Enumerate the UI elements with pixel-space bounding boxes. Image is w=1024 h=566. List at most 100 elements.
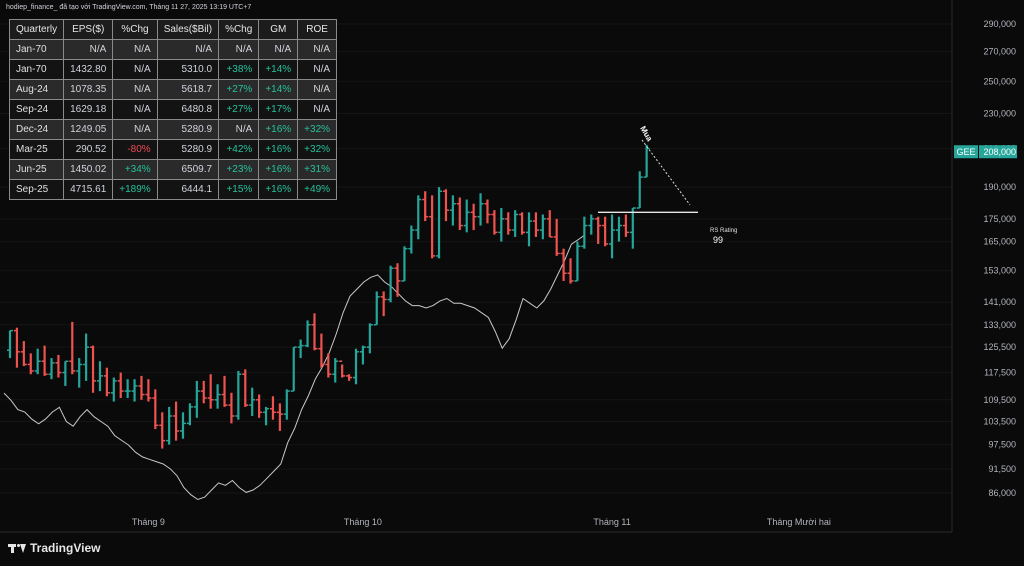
ohlc-bar xyxy=(491,210,498,235)
y-tick-label: 153,000 xyxy=(983,266,1016,276)
ohlc-bar xyxy=(27,353,34,375)
table-cell: N/A xyxy=(218,119,260,140)
ohlc-bar xyxy=(221,375,228,407)
y-tick-label: 270,000 xyxy=(983,47,1016,57)
y-tick-label: 125,500 xyxy=(983,342,1016,352)
ohlc-bar xyxy=(263,406,270,426)
ohlc-bar xyxy=(394,263,401,297)
table-cell: 1249.05 xyxy=(63,119,114,140)
chart-caption: hodiep_finance_ đã tạo với TradingView.c… xyxy=(6,4,252,11)
y-tick-label: 133,000 xyxy=(983,320,1016,330)
table-cell: 1450.02 xyxy=(63,159,114,180)
table-row: Sep-24 1629.18 N/A 6480.8 +27% +17% N/A xyxy=(8,99,338,120)
ohlc-bar xyxy=(159,412,166,449)
ohlc-bar xyxy=(588,214,595,235)
y-tick-label: 190,000 xyxy=(983,182,1016,192)
table-header-cell: Sales($Bil) xyxy=(156,19,220,40)
table-cell: 1629.18 xyxy=(63,99,114,120)
x-tick-label: Tháng Mười hai xyxy=(767,517,831,527)
ohlc-bar xyxy=(574,241,581,282)
table-cell: N/A xyxy=(112,59,158,80)
ohlc-bar xyxy=(186,403,193,426)
table-cell: +16% xyxy=(258,179,299,200)
ohlc-bar xyxy=(505,212,512,235)
ohlc-bar xyxy=(249,387,256,416)
y-tick-label: 141,000 xyxy=(983,297,1016,307)
ohlc-bar xyxy=(207,374,214,409)
table-row: Mar-25 290.52 -80% 5280.9 +42% +16% +32% xyxy=(8,139,338,160)
table-cell: N/A xyxy=(156,39,220,60)
ohlc-bar xyxy=(477,193,484,226)
ohlc-bar xyxy=(34,348,41,375)
ohlc-bar xyxy=(436,187,443,259)
ohlc-bar xyxy=(408,225,415,254)
table-row: Aug-24 1078.35 N/A 5618.7 +27% +14% N/A xyxy=(8,79,338,100)
ohlc-bar xyxy=(380,291,387,317)
table-cell: N/A xyxy=(297,79,338,100)
ohlc-bar xyxy=(456,197,463,231)
table-cell: +15% xyxy=(218,179,260,200)
table-cell: Sep-25 xyxy=(8,179,65,200)
ohlc-bar xyxy=(62,360,69,386)
ohlc-bar xyxy=(13,327,20,368)
table-cell: N/A xyxy=(218,39,260,60)
table-cell: 5618.7 xyxy=(156,79,220,100)
y-tick-label: 175,000 xyxy=(983,214,1016,224)
ohlc-bar xyxy=(366,323,373,354)
table-cell: -80% xyxy=(112,139,158,160)
ohlc-bar xyxy=(332,358,339,383)
y-tick-label: 109,500 xyxy=(983,395,1016,405)
table-cell: +32% xyxy=(297,119,338,140)
ohlc-bar xyxy=(269,396,276,420)
tradingview-logo[interactable]: TradingView xyxy=(8,541,100,555)
ohlc-bar xyxy=(463,199,470,233)
table-header-cell: Quarterly xyxy=(8,19,65,40)
ohlc-bar xyxy=(283,389,290,420)
tradingview-logo-text: TradingView xyxy=(30,541,101,555)
table-cell: N/A xyxy=(63,39,114,60)
ohlc-bar xyxy=(242,369,249,407)
table-cell: +16% xyxy=(258,119,299,140)
table-cell: N/A xyxy=(112,99,158,120)
rs-line-layer xyxy=(3,234,586,501)
table-cell: 1078.35 xyxy=(63,79,114,100)
table-cell: Sep-24 xyxy=(8,99,65,120)
table-cell: N/A xyxy=(112,79,158,100)
table-cell: +42% xyxy=(218,139,260,160)
table-header-cell: %Chg xyxy=(112,19,158,40)
ohlc-bar xyxy=(449,195,456,226)
table-cell: +32% xyxy=(297,139,338,160)
ohlc-bar xyxy=(7,329,13,359)
ohlc-bar xyxy=(602,216,609,247)
table-cell: N/A xyxy=(297,59,338,80)
ohlc-bar xyxy=(200,380,207,404)
ohlc-bar xyxy=(276,403,283,431)
table-cell: N/A xyxy=(112,39,158,60)
table-header-cell: %Chg xyxy=(218,19,260,40)
ohlc-bar xyxy=(539,214,546,240)
table-header-cell: ROE xyxy=(297,19,338,40)
table-cell: +34% xyxy=(112,159,158,180)
table-cell: 290.52 xyxy=(63,139,114,160)
ohlc-bar xyxy=(173,401,180,441)
ohlc-bar xyxy=(470,203,477,231)
table-cell: Aug-24 xyxy=(8,79,65,100)
ohlc-bar xyxy=(145,379,152,402)
y-tick-label: 97,500 xyxy=(988,440,1016,450)
table-cell: +16% xyxy=(258,159,299,180)
table-cell: +14% xyxy=(258,79,299,100)
ohlc-bar xyxy=(297,339,304,359)
y-tick-label: 117,500 xyxy=(984,368,1016,378)
table-cell: 5310.0 xyxy=(156,59,220,80)
ohlc-bar xyxy=(228,392,235,424)
fundamentals-table: Quarterly EPS($) %Chg Sales($Bil) %Chg GM ROE … xyxy=(8,19,338,200)
table-header-row: Quarterly EPS($) %Chg Sales($Bil) %Chg GM ROE xyxy=(8,19,338,40)
y-tick-label: 290,000 xyxy=(983,19,1016,29)
ohlc-bar xyxy=(595,216,602,244)
table-cell: 1432.80 xyxy=(63,59,114,80)
ohlc-bar xyxy=(581,216,588,249)
y-tick-label: 230,000 xyxy=(983,108,1016,118)
ohlc-bar xyxy=(415,195,422,240)
